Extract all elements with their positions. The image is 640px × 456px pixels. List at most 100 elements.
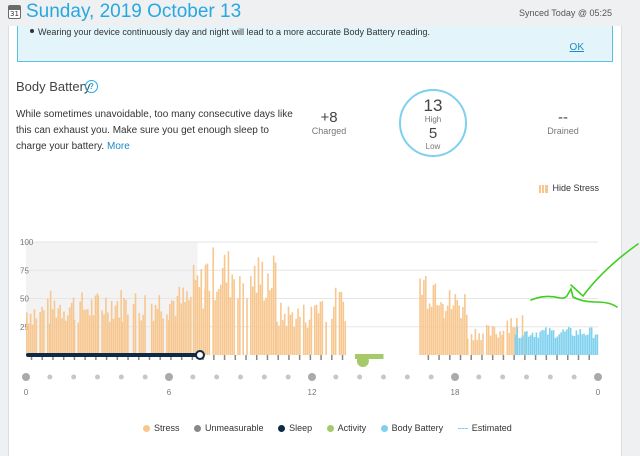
legend-sleep[interactable]: Sleep (278, 423, 312, 433)
stress-bar (299, 316, 301, 355)
body-battery-bar (585, 335, 587, 355)
legend-sleep-label: Sleep (289, 423, 313, 433)
timeline-dot (238, 374, 243, 380)
unmeasurable-mark (427, 355, 430, 360)
stress-bar (419, 278, 421, 355)
stress-bar (172, 300, 175, 355)
stress-bar (152, 320, 155, 355)
unmeasurable-mark (491, 355, 494, 360)
stress-bar (208, 290, 211, 355)
stress-swatch (143, 425, 150, 433)
ok-link[interactable]: OK (569, 42, 584, 53)
drained-value: -- (558, 109, 568, 126)
body-battery-bar (541, 330, 543, 355)
help-icon[interactable]: ? (85, 80, 98, 93)
stress-bar (184, 301, 186, 355)
stress-bar (33, 309, 36, 355)
timeline-dot (22, 373, 30, 381)
legend-estimated[interactable]: Estimated (457, 423, 512, 433)
stress-bar (138, 312, 141, 355)
unmeasurable-mark (556, 355, 558, 360)
unmeasurable-mark (191, 355, 194, 360)
unmeasurable-mark (320, 355, 322, 360)
squiggle-annotation (530, 286, 618, 308)
stress-bar (77, 322, 80, 355)
description-text: While sometimes unavoidable, too many co… (16, 109, 293, 152)
activity-bar (354, 354, 384, 359)
stress-bar (59, 304, 61, 355)
date-title[interactable]: Sunday, 2019 October 13 (26, 1, 242, 22)
stress-bar (101, 310, 103, 355)
stress-bar (94, 295, 97, 355)
unmeasurable-swatch (194, 425, 202, 433)
legend-unmeasurable[interactable]: Unmeasurable (194, 423, 264, 433)
body-battery-bar (552, 330, 555, 355)
legend-activity[interactable]: Activity (326, 423, 366, 433)
stress-bar (421, 294, 423, 355)
body-battery-swatch (380, 425, 388, 433)
stress-bar (41, 306, 43, 355)
stress-bar (158, 295, 161, 355)
body-battery-bar (571, 335, 574, 355)
stress-bar (125, 299, 127, 355)
stress-bar (257, 257, 260, 355)
legend-stress[interactable]: Stress (143, 423, 180, 433)
unmeasurable-mark (341, 355, 344, 360)
unmeasurable-mark (180, 355, 183, 360)
unmeasurable-mark (234, 355, 237, 360)
legend-body-battery[interactable]: Body Battery (380, 423, 443, 433)
stress-bar (97, 295, 100, 355)
stress-bar (472, 340, 475, 355)
timeline-dot (476, 374, 482, 380)
stress-bar (460, 318, 462, 355)
stress-bar (438, 305, 440, 355)
unmeasurable-mark (52, 355, 54, 360)
unmeasurable-mark (438, 355, 440, 360)
stress-bar (480, 340, 482, 355)
body-battery-bar (569, 327, 572, 355)
stress-bar (88, 315, 91, 355)
stress-bar (87, 309, 89, 355)
timeline-dot (118, 374, 124, 380)
stress-bar (446, 305, 449, 355)
stress-bar (250, 276, 252, 355)
legend-estimated-label: Estimated (471, 423, 512, 433)
stress-bar (65, 320, 67, 355)
stress-bar (456, 300, 459, 355)
stress-bar (49, 290, 52, 355)
unmeasurable-mark (577, 355, 580, 360)
timeline-dot (381, 374, 386, 380)
stress-bar (308, 319, 311, 355)
stress-bar (501, 334, 503, 355)
unmeasurable-mark (288, 355, 290, 360)
stress-bar (39, 312, 41, 355)
drained-label: Drained (547, 126, 579, 136)
timeline-dot (428, 374, 434, 380)
body-battery-bar (567, 327, 570, 355)
body-battery-bar (588, 327, 591, 355)
stress-bar (73, 319, 76, 355)
body-battery-bar (556, 336, 559, 355)
unmeasurable-mark (127, 355, 129, 360)
unmeasurable-mark (105, 355, 108, 360)
body-battery-bar (527, 336, 530, 355)
y-tick-label: 75 (20, 266, 29, 275)
info-banner: Wearing your device continuously day and… (17, 26, 613, 62)
timeline-dot (594, 373, 602, 381)
hide-stress-toggle[interactable]: Hide Stress (539, 183, 599, 193)
timeline-dot (261, 374, 267, 380)
stress-bar (43, 310, 45, 355)
stress-bar (46, 298, 49, 355)
body-battery-bar (524, 331, 526, 355)
stress-bar (156, 308, 159, 355)
stress-bar (150, 303, 153, 355)
stress-bar (493, 326, 496, 355)
stress-bar (57, 308, 60, 355)
stress-bar (162, 318, 164, 355)
stress-bar (121, 321, 123, 355)
stress-bar (304, 322, 307, 355)
more-link[interactable]: More (106, 141, 130, 152)
calendar-icon[interactable]: 31 (8, 5, 21, 19)
stress-bar (118, 317, 121, 355)
unmeasurable-mark (459, 355, 462, 360)
